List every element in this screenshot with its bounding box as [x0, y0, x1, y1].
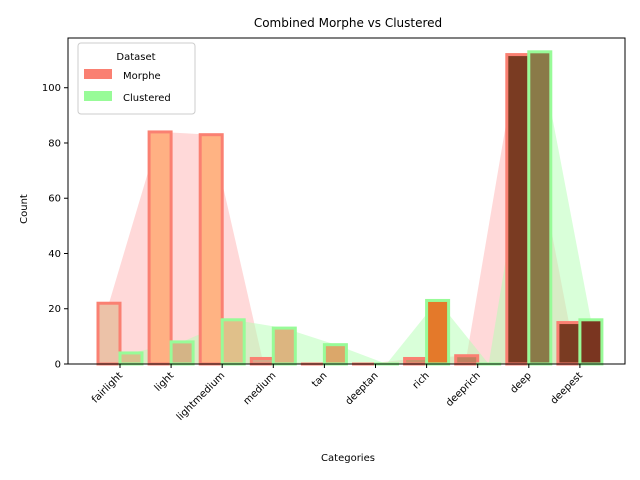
y-axis-label: Count: [19, 194, 30, 224]
area-morphe: [109, 54, 569, 365]
bar-clustered-tan: [322, 343, 348, 366]
chart-title: Combined Morphe vs Clustered: [254, 16, 442, 30]
y-axis: 0 20 40 60 80 100: [42, 83, 68, 371]
legend-swatch-morphe: [84, 69, 112, 79]
y-tick-label: 20: [48, 304, 61, 315]
bar-clustered-lightmedium: [220, 318, 246, 366]
y-tick-label: 60: [48, 194, 61, 205]
bar-morphe-deepest: [556, 321, 582, 366]
legend-title: Dataset: [116, 52, 155, 63]
bar-clustered-fairlight: [118, 351, 144, 366]
bar-clustered-deep: [527, 50, 553, 366]
bar-morphe-rich: [403, 356, 429, 366]
bar-clustered-rich: [425, 298, 451, 366]
bar-morphe-light: [147, 130, 173, 366]
bar-layer: [96, 50, 604, 366]
x-axis-label: Categories: [321, 453, 375, 464]
legend-label-clustered: Clustered: [123, 93, 171, 104]
y-tick-label: 40: [48, 249, 61, 260]
legend-swatch-clustered: [84, 91, 112, 101]
bar-morphe-medium: [249, 356, 275, 366]
legend: Dataset Morphe Clustered: [77, 42, 196, 115]
bar-clustered-medium: [271, 326, 297, 366]
y-tick-label: 100: [42, 83, 61, 94]
bar-morphe-deep: [505, 53, 531, 366]
legend-label-morphe: Morphe: [123, 71, 161, 82]
bar-clustered-deepest: [578, 318, 604, 366]
y-tick-label: 80: [48, 138, 61, 149]
bar-morphe-fairlight: [96, 301, 122, 366]
plot-frame: [67, 37, 626, 365]
y-tick-label: 0: [55, 360, 61, 371]
bar-morphe-lightmedium: [198, 133, 224, 366]
bar-clustered-light: [169, 340, 195, 366]
bar-morphe-deeprich: [454, 354, 480, 366]
